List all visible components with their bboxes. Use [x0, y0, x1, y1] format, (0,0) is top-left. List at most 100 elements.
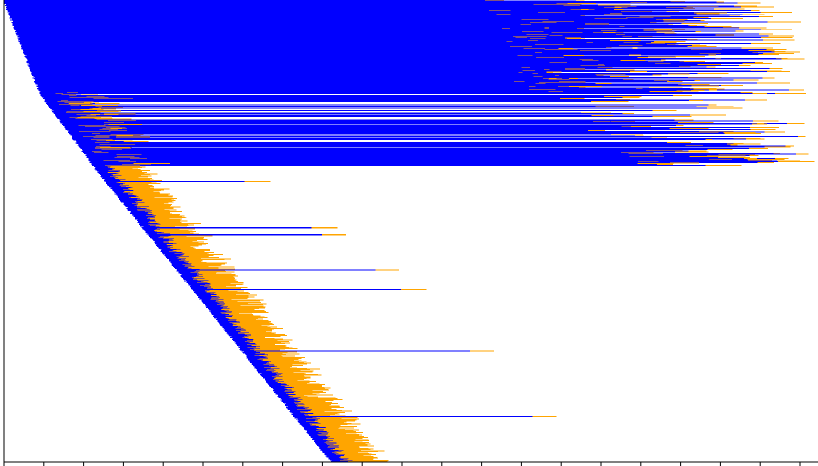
bar-orange-segment	[785, 145, 794, 147]
bar-blue-segment	[42, 95, 674, 97]
bar-blue-segment	[68, 133, 725, 135]
bar-orange-segment	[679, 132, 719, 134]
bar-orange-segment	[654, 41, 686, 43]
bar-orange-segment	[666, 142, 691, 144]
bar-orange-segment	[341, 451, 358, 453]
bar-blue-segment	[70, 132, 680, 134]
bar-orange-segment	[116, 136, 151, 138]
bar-orange-segment	[632, 47, 638, 49]
bar-orange-segment	[673, 95, 692, 97]
bar-blue-segment	[86, 157, 718, 159]
bar-blue-segment	[48, 106, 697, 108]
bar-orange-segment	[102, 124, 131, 126]
bar-orange-segment	[294, 392, 319, 394]
bar-orange-segment	[663, 20, 685, 22]
bar-blue-segment	[81, 148, 750, 150]
bar-orange-segment	[558, 48, 573, 50]
bar-orange-segment	[657, 164, 673, 165]
bar-orange-segment	[268, 358, 302, 360]
bar-orange-segment	[669, 127, 709, 129]
bar-orange-segment	[277, 370, 309, 372]
bar-orange-segment	[136, 195, 173, 197]
bar-orange-segment	[191, 263, 225, 265]
bar-orange-segment	[303, 403, 338, 405]
bar-orange-segment	[704, 26, 725, 28]
bar-orange-segment	[614, 8, 624, 10]
bar-orange-segment	[619, 45, 643, 47]
bar-orange-segment	[190, 258, 232, 260]
bar-orange-segment	[796, 153, 809, 155]
bar-orange-segment	[564, 37, 581, 39]
bar-orange-segment	[775, 57, 788, 59]
bar-orange-segment	[160, 224, 195, 226]
bar-orange-segment	[229, 308, 255, 310]
bar-blue-segment	[64, 126, 631, 128]
bar-orange-segment	[643, 29, 672, 31]
bar-orange-segment	[251, 348, 278, 350]
bar-orange-segment	[743, 158, 757, 160]
bar-orange-segment	[696, 13, 720, 15]
bar-orange-segment	[739, 27, 767, 29]
bar-blue-segment	[49, 104, 709, 106]
bar-orange-segment	[185, 262, 227, 264]
bar-blue-segment	[62, 123, 752, 125]
bar-orange-segment	[775, 157, 789, 159]
bar-orange-segment	[150, 210, 183, 212]
bar-orange-segment	[132, 190, 154, 192]
bar-orange-segment	[166, 231, 190, 233]
bar-orange-segment	[597, 67, 613, 69]
bar-orange-segment	[760, 11, 792, 13]
bar-orange-segment	[788, 89, 804, 91]
bar-orange-segment	[236, 319, 269, 321]
bar-orange-segment	[717, 157, 751, 159]
bar-orange-segment	[220, 297, 249, 299]
bar-orange-segment	[666, 80, 683, 82]
bar-orange-segment	[302, 398, 343, 400]
bar-orange-segment	[768, 35, 795, 37]
bar-blue-segment	[65, 128, 751, 130]
bar-orange-segment	[649, 90, 683, 92]
bar-orange-segment	[759, 33, 773, 35]
bar-orange-segment	[741, 47, 773, 49]
bar-orange-segment	[592, 32, 624, 34]
bar-orange-segment	[696, 106, 734, 108]
bar-orange-segment	[223, 299, 264, 301]
bar-orange-segment	[762, 39, 788, 41]
bar-orange-segment	[595, 73, 626, 75]
bar-orange-segment	[774, 51, 801, 53]
bar-orange-segment	[693, 88, 725, 90]
bar-orange-segment	[568, 85, 602, 87]
bar-orange-segment	[687, 46, 717, 48]
bar-orange-segment	[660, 59, 666, 61]
bar-orange-segment	[314, 421, 347, 423]
bar-orange-segment	[767, 21, 802, 23]
bar-orange-segment	[749, 148, 769, 150]
bar-orange-segment	[693, 16, 709, 18]
bar-orange-segment	[108, 167, 142, 169]
bar-orange-segment	[750, 128, 776, 130]
bar-orange-segment	[216, 296, 255, 298]
bar-orange-segment	[677, 122, 714, 124]
bar-orange-segment	[291, 386, 325, 388]
bar-orange-segment	[723, 25, 732, 27]
bar-orange-segment	[218, 297, 248, 299]
bar-orange-segment	[546, 72, 554, 73]
bar-orange-segment	[750, 43, 781, 45]
bar-blue-segment	[43, 97, 623, 98]
bar-orange-segment	[604, 95, 642, 97]
bar-orange-segment	[710, 18, 743, 20]
bar-orange-segment	[236, 324, 270, 326]
bar-orange-segment	[630, 126, 647, 128]
bar-orange-segment	[629, 54, 641, 56]
bar-orange-segment	[208, 279, 236, 281]
bar-orange-segment	[749, 155, 759, 157]
bar-orange-segment	[629, 71, 647, 73]
bar-orange-segment	[739, 65, 751, 67]
bar-orange-segment	[155, 215, 182, 217]
bar-orange-segment	[689, 155, 719, 157]
x-ticks-layer	[3, 462, 801, 466]
bar-orange-segment	[145, 207, 174, 209]
bar-orange-segment	[158, 228, 195, 230]
bar-orange-segment	[124, 179, 162, 181]
